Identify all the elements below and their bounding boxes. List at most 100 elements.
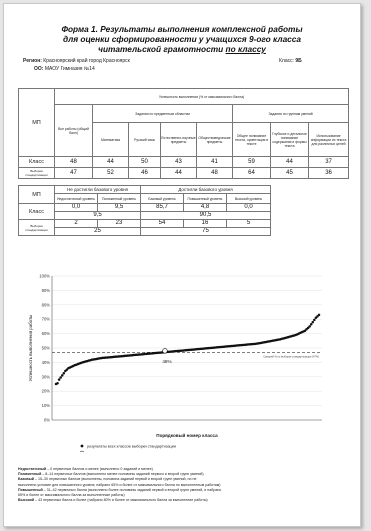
legend-marker-class	[79, 450, 85, 452]
table-cell: 36	[307, 167, 350, 179]
table1-col-header: Общее понимание текста, ориентация в тек…	[232, 122, 271, 157]
table2-level-header: Пониженный уровень	[97, 193, 141, 204]
table1-col-header: Русский язык	[128, 122, 161, 157]
legend-line: Недостаточный – 0 первичных баллов и мен…	[18, 467, 348, 472]
school-value: МАОУ Гимназия №14	[44, 66, 95, 72]
legend-line: выполнено условие для повышенного уровня…	[18, 483, 348, 488]
table2-level-header: Высокий уровень	[225, 193, 272, 204]
row-label: Класс	[18, 156, 55, 168]
legend-text: – 15–30 первичных баллов (выполнены, пол…	[34, 477, 197, 482]
y-tick-label: 100%	[39, 274, 50, 279]
legend-line: Высокий – 43 первичных балла и более (на…	[18, 498, 348, 503]
y-tick-label: 90%	[42, 288, 51, 293]
table-cell: 9,5	[97, 203, 141, 212]
legend-text: выполнено условие для повышенного уровня…	[18, 482, 221, 487]
results-table: МП Успешность выполнения (% от максималь…	[18, 88, 350, 179]
table1-col-header: Естественно-научные предметы	[160, 122, 197, 157]
document-page: Форма 1. Результаты выполнения комплексн…	[3, 3, 361, 527]
table-cell: 85,7	[140, 203, 184, 212]
table1-overall-header: Все работы (общий балл)	[54, 104, 93, 157]
table-cell: 41	[196, 156, 233, 168]
school-row: ОО: МАОУ Гимназия №14	[34, 66, 95, 72]
table2-level-header: Недостаточный уровень	[54, 193, 98, 204]
data-point	[313, 318, 316, 322]
table-row: 9,5 90,5	[19, 211, 272, 220]
legend-marker-all	[80, 444, 84, 448]
table-cell: 4,8	[183, 203, 227, 212]
table-row: 25 75	[19, 227, 272, 236]
x-axis-label: Порядковый номер класса	[156, 432, 218, 438]
legend-term: Пониженный	[18, 472, 42, 477]
class-label: Класс:	[279, 58, 294, 64]
row-label: Выборка стандартизации	[18, 219, 55, 236]
table-cell: 16	[183, 219, 227, 228]
table-cell: 50	[128, 156, 161, 168]
title-line-3: читательской грамотности по классу	[4, 44, 360, 54]
class-result-label: 48%	[162, 359, 171, 364]
results-chart: 0% 10% 20% 30% 40% 50% 60% 70% 80% 90% 100% Успешно…	[28, 274, 322, 453]
data-point	[317, 313, 321, 317]
table-cell: 0,0	[54, 203, 98, 212]
table2-level-header: Базовый уровень	[140, 193, 184, 204]
legend-text: 65% и более от максимального балла за вы…	[18, 493, 125, 498]
table1-col-header: Обществоведческие предметы	[196, 122, 233, 157]
table-cell: 59	[232, 156, 271, 168]
legend-label-all: результаты всех классов выборки стандарт…	[87, 445, 176, 449]
y-tick-label: 30%	[42, 374, 51, 379]
table2-level-header: Повышенный уровень	[183, 193, 227, 204]
y-tick-label: 40%	[42, 360, 51, 365]
y-tick-label: 10%	[42, 403, 51, 408]
table-cell: 48	[54, 156, 93, 168]
title-line-1: Форма 1. Результаты выполнения комплексн…	[61, 24, 303, 34]
legend-text: – 0 первичных баллов и менее (выполнено …	[46, 467, 153, 471]
table-cell: 37	[307, 156, 350, 168]
table-cell-sum: 9,5	[54, 211, 141, 220]
legend-text: – 43 первичных балла и более (набрано 80…	[34, 498, 208, 503]
table-cell: 2	[54, 219, 98, 228]
table1-col-header: Математика	[92, 122, 129, 157]
data-point	[56, 382, 59, 385]
data-point	[311, 320, 315, 324]
table-row: Выборка стандартизации 2 23 54 16 5	[18, 219, 272, 236]
table2-reached-header: Достигли базового уровня	[139, 185, 272, 194]
table-cell: 45	[270, 167, 309, 179]
table-cell: 46	[128, 167, 161, 179]
reference-line-label: Средний % по выборке стандартизации (47%…	[263, 354, 319, 358]
y-tick-label: 60%	[42, 331, 51, 336]
data-point	[57, 378, 61, 381]
table1-success-header: Успешность выполнения (% от максимальног…	[53, 88, 350, 105]
data-point	[59, 376, 62, 379]
legend-term: Недостаточный	[18, 467, 47, 471]
table1-subject-group: Задания по предметным областям	[92, 104, 233, 123]
table-cell-sum: 90,5	[139, 211, 272, 220]
data-point	[62, 371, 66, 375]
class-value: 9Б	[295, 58, 302, 64]
legend-line: Повышенный – 31–42 первичных балла (выпо…	[18, 488, 348, 493]
y-tick-label: 50%	[42, 346, 51, 351]
levels-legend: Недостаточный – 0 первичных баллов и мен…	[18, 467, 348, 503]
class-row: Класс: 9Б	[279, 58, 302, 64]
levels-table: МП Не достигли базового уровня Достигли …	[18, 185, 272, 236]
region-label: Регион:	[23, 58, 42, 64]
table1-skill-group: Задания по группам умений	[231, 104, 350, 123]
table-cell: 47	[54, 167, 93, 179]
table-row: Выборка стандартизации 47 52 46 44 48 64…	[18, 167, 350, 179]
table-cell: 23	[97, 219, 141, 228]
table-cell: 44	[160, 167, 197, 179]
table1-mp-header: МП	[18, 88, 55, 157]
table-cell: 43	[160, 156, 197, 168]
table-cell: 64	[232, 167, 271, 179]
class-result-point	[162, 348, 168, 354]
table2-not-reached-header: Не достигли базового уровня	[54, 185, 141, 194]
table-row: Класс 0,0 9,5 85,7 4,8 0,0	[18, 203, 272, 220]
legend-term: Базовый	[18, 477, 35, 482]
table-cell: 44	[92, 156, 129, 168]
table1-col-header: Использование информации из текста для р…	[307, 122, 350, 157]
row-label: Класс	[18, 203, 55, 220]
legend-label-class: результат данного класса	[87, 452, 133, 453]
legend-line: Базовый – 15–30 первичных баллов (выполн…	[18, 477, 348, 482]
title-line-3-text: читательской грамотности	[98, 44, 226, 54]
legend-line: Пониженный – 8–14 первичных баллов (выпо…	[18, 472, 348, 477]
legend-term: Высокий	[18, 498, 35, 503]
table-cell: 5	[225, 219, 272, 228]
